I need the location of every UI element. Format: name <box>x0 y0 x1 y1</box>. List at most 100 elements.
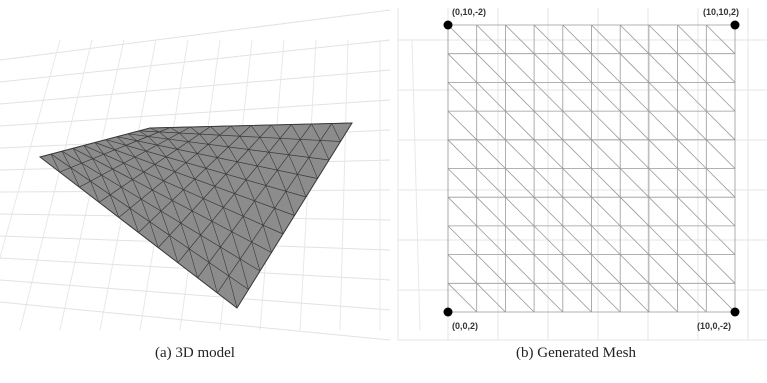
mesh-edge <box>620 25 649 54</box>
ground-line <box>412 40 420 330</box>
mesh-edge <box>563 82 592 111</box>
vertex-dot <box>444 308 453 317</box>
mesh-edge <box>448 255 477 284</box>
mesh-edge <box>649 283 678 312</box>
mesh-edge <box>448 54 477 83</box>
mesh-edge <box>592 197 621 226</box>
mesh-edge <box>477 169 506 198</box>
caption: (b) Generated Mesh <box>516 345 636 361</box>
vertex-dot <box>731 21 740 30</box>
mesh-edge <box>706 255 735 284</box>
mesh-edge <box>505 54 534 83</box>
mesh-edge <box>678 54 707 83</box>
ground-line <box>0 10 390 60</box>
mesh-edge <box>649 82 678 111</box>
mesh-edge <box>678 169 707 198</box>
mesh-edge <box>678 283 707 312</box>
mesh-edge <box>620 283 649 312</box>
mesh-edge <box>649 111 678 140</box>
mesh-edge <box>678 111 707 140</box>
mesh-edge <box>477 82 506 111</box>
mesh-edge <box>477 140 506 169</box>
mesh-edge <box>706 25 735 54</box>
mesh-edge <box>505 82 534 111</box>
mesh-edge <box>620 255 649 284</box>
mesh-edge <box>706 54 735 83</box>
mesh-edge <box>477 197 506 226</box>
vertex-label: (10,0,-2) <box>697 321 731 331</box>
mesh-edge <box>649 169 678 198</box>
mesh-edge <box>706 197 735 226</box>
mesh-edge <box>620 82 649 111</box>
ground-line <box>0 70 390 104</box>
mesh-edge <box>563 169 592 198</box>
mesh-edge <box>649 255 678 284</box>
mesh-edge <box>706 111 735 140</box>
mesh-edge <box>620 169 649 198</box>
figure: (0,10,-2) (10,10,2) (0,0,2) (10,0,-2) (a… <box>0 0 767 383</box>
mesh-edge <box>477 283 506 312</box>
generated-mesh <box>448 25 735 312</box>
caption: (a) 3D model <box>155 345 235 361</box>
vertex-dot <box>444 21 453 30</box>
ground-line <box>0 280 390 310</box>
mesh-edge <box>563 255 592 284</box>
mesh-edge <box>505 140 534 169</box>
mesh-edge <box>678 82 707 111</box>
mesh-edge <box>649 140 678 169</box>
ground-line <box>0 100 390 126</box>
vertex-label: (0,0,2) <box>452 321 478 331</box>
mesh-edge <box>505 255 534 284</box>
mesh-edge <box>448 82 477 111</box>
mesh-edge <box>592 111 621 140</box>
mesh-edge <box>649 197 678 226</box>
mesh-edge <box>448 169 477 198</box>
mesh-edge <box>592 255 621 284</box>
mesh-edge <box>448 140 477 169</box>
mesh-edge <box>477 255 506 284</box>
mesh-edge <box>505 197 534 226</box>
mesh-edge <box>649 54 678 83</box>
vertex-dot <box>731 308 740 317</box>
mesh-edge <box>706 140 735 169</box>
mesh-edge <box>505 169 534 198</box>
mesh-edge <box>505 283 534 312</box>
mesh-edge <box>706 82 735 111</box>
mesh-edge <box>563 140 592 169</box>
mesh-edge <box>620 197 649 226</box>
mesh-edge <box>563 197 592 226</box>
mesh-edge <box>563 111 592 140</box>
mesh-edge <box>477 54 506 83</box>
ground-line <box>340 40 348 330</box>
mesh-edge <box>592 54 621 83</box>
mesh-edge <box>620 140 649 169</box>
mesh-edge <box>448 25 477 54</box>
mesh-edge <box>620 111 649 140</box>
mesh-edge <box>706 283 735 312</box>
mesh-edge <box>563 283 592 312</box>
mesh-edge <box>649 25 678 54</box>
mesh-edge <box>592 140 621 169</box>
mesh-edge <box>592 82 621 111</box>
mesh-edge <box>620 54 649 83</box>
mesh-edge <box>678 140 707 169</box>
mesh-edge <box>678 25 707 54</box>
mesh-edge <box>563 54 592 83</box>
mesh-edge <box>592 169 621 198</box>
vertex-label: (10,10,2) <box>703 7 739 17</box>
mesh-edge <box>448 111 477 140</box>
mesh-edge <box>477 25 506 54</box>
mesh-edge <box>448 283 477 312</box>
mesh-edge <box>563 25 592 54</box>
mesh-edge <box>592 25 621 54</box>
mesh-edge <box>678 255 707 284</box>
mesh-edge <box>448 197 477 226</box>
mesh-edge <box>678 197 707 226</box>
ground-line <box>0 40 60 330</box>
ground-line <box>0 302 390 340</box>
mesh-edge <box>592 283 621 312</box>
mesh-edge <box>477 111 506 140</box>
mesh-edge <box>706 169 735 198</box>
vertex-label: (0,10,-2) <box>452 7 486 17</box>
mesh-edge <box>505 25 534 54</box>
